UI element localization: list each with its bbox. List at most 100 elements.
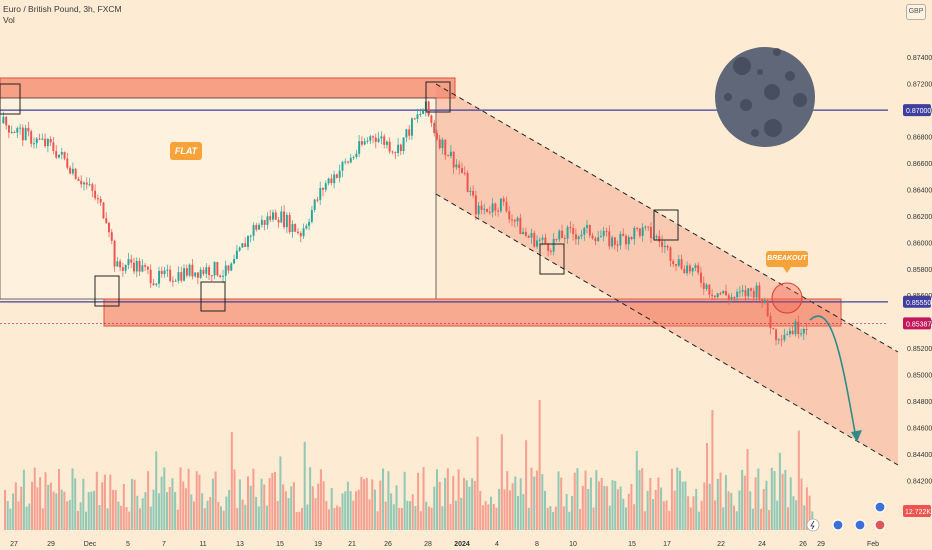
x-tick-label: 22 bbox=[717, 541, 725, 548]
candle-body bbox=[91, 184, 94, 191]
candle-body bbox=[99, 199, 102, 203]
volume-bar bbox=[268, 478, 271, 530]
volume-bar bbox=[249, 485, 252, 530]
volume-bar bbox=[166, 492, 169, 530]
volume-bar bbox=[52, 491, 55, 530]
volume-bar bbox=[400, 507, 403, 530]
indicator-dot-1 bbox=[874, 501, 886, 513]
candle-body bbox=[377, 138, 380, 142]
volume-bar bbox=[762, 489, 765, 530]
indicator-dot-2 bbox=[832, 519, 844, 531]
volume-bar bbox=[633, 504, 636, 530]
volume-bar bbox=[22, 469, 25, 530]
volume-bar bbox=[735, 511, 738, 530]
volume-bar bbox=[190, 494, 193, 530]
candle-body bbox=[77, 178, 80, 181]
volume-bar bbox=[195, 471, 198, 530]
volume-bar bbox=[792, 496, 795, 530]
candle-body bbox=[49, 139, 52, 143]
candle-body bbox=[210, 275, 213, 277]
candle-body bbox=[160, 270, 163, 274]
candle-body bbox=[658, 236, 661, 242]
candle-body bbox=[725, 290, 727, 296]
candle-body bbox=[360, 141, 363, 145]
y-tick-label: 0.85200 bbox=[907, 346, 932, 353]
candle-body bbox=[277, 219, 280, 223]
candle-body bbox=[233, 259, 236, 264]
candle-body bbox=[494, 203, 497, 211]
volume-bar bbox=[260, 478, 263, 530]
volume-bar bbox=[446, 468, 449, 530]
pivot-box-2 bbox=[94, 275, 120, 307]
volume-bar bbox=[373, 489, 376, 530]
candle-body bbox=[358, 141, 361, 154]
volume-bar bbox=[263, 484, 266, 530]
candle-body bbox=[285, 215, 288, 228]
volume-bar bbox=[706, 443, 709, 530]
volume-bar bbox=[417, 472, 420, 530]
volume-bar bbox=[616, 489, 619, 530]
volume-bar bbox=[598, 481, 601, 530]
volume-bar bbox=[363, 479, 366, 530]
candle-body bbox=[244, 243, 247, 247]
volume-bar bbox=[649, 478, 652, 530]
volume-bar bbox=[805, 487, 808, 530]
candle-body bbox=[294, 223, 297, 232]
candle-body bbox=[444, 139, 447, 156]
candle-body bbox=[769, 316, 772, 328]
currency-button[interactable]: GBP bbox=[906, 4, 926, 20]
volume-bar bbox=[31, 481, 34, 530]
candle-body bbox=[455, 164, 458, 168]
moon-crater bbox=[793, 93, 807, 107]
candle-body bbox=[19, 127, 22, 129]
volume-bar bbox=[565, 494, 568, 530]
volume-bar bbox=[171, 478, 174, 530]
volume-bar bbox=[292, 482, 295, 530]
volume-bar bbox=[552, 511, 555, 530]
candle-body bbox=[627, 237, 630, 245]
volume-bar bbox=[457, 469, 460, 530]
volume-bar bbox=[579, 508, 582, 530]
volume-bar bbox=[76, 510, 79, 530]
price-tag-label: 0.87000 bbox=[906, 108, 931, 115]
volume-bar bbox=[144, 492, 147, 530]
candle-body bbox=[561, 230, 564, 238]
volume-bar bbox=[684, 481, 687, 530]
volume-bar bbox=[390, 493, 393, 530]
candle-body bbox=[24, 127, 27, 141]
candle-body bbox=[141, 265, 144, 272]
candle-body bbox=[719, 293, 722, 295]
candle-body bbox=[805, 329, 808, 330]
volume-bar bbox=[55, 493, 58, 530]
volume-bar bbox=[4, 489, 7, 530]
volume-bar bbox=[703, 482, 706, 530]
volume-bar bbox=[765, 480, 768, 530]
volume-bar bbox=[265, 505, 268, 530]
volume-bar bbox=[303, 441, 306, 530]
x-tick-label: 17 bbox=[663, 541, 671, 548]
volume-bar bbox=[700, 500, 703, 530]
candle-body bbox=[641, 227, 644, 237]
symbol-title[interactable]: Euro / British Pound, 3h, FXCM bbox=[3, 4, 122, 14]
volume-bar bbox=[382, 468, 385, 530]
volume-bar bbox=[722, 507, 725, 530]
volume-bar bbox=[695, 488, 698, 530]
volume-bar bbox=[36, 487, 39, 530]
volume-bar bbox=[368, 499, 371, 530]
candle-body bbox=[661, 241, 664, 247]
volume-bar bbox=[214, 471, 217, 530]
volume-bar bbox=[638, 470, 641, 530]
volume-bar bbox=[379, 480, 382, 530]
volume-bar bbox=[147, 471, 150, 530]
candle-body bbox=[522, 231, 525, 235]
moon-crater bbox=[764, 84, 780, 100]
candle-body bbox=[666, 245, 669, 248]
candle-body bbox=[349, 157, 352, 163]
candle-body bbox=[266, 216, 269, 225]
candle-body bbox=[324, 183, 327, 190]
volume-bar bbox=[371, 479, 374, 530]
volume-bar bbox=[714, 500, 717, 530]
candle-body bbox=[422, 110, 425, 114]
candle-body bbox=[27, 127, 30, 132]
